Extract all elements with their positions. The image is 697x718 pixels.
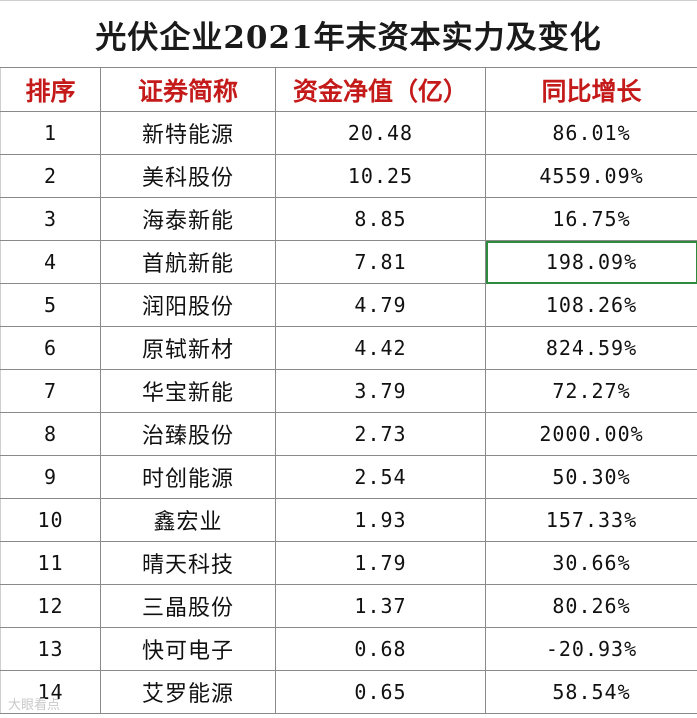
net-assets-cell[interactable]: 4.79 [275,283,486,327]
net-assets-cell[interactable]: 1.79 [275,541,486,585]
yoy-cell[interactable]: 4559.09% [485,154,697,198]
net-assets-cell[interactable]: 8.85 [275,197,486,241]
rank-cell[interactable]: 7 [0,369,101,413]
company-cell[interactable]: 鑫宏业 [100,498,276,542]
company-cell[interactable]: 快可电子 [100,627,276,671]
rank-cell[interactable]: 6 [0,326,101,370]
yoy-cell[interactable]: 157.33% [485,498,697,542]
table-row: 5 润阳股份 4.79 108.26% [0,283,697,327]
yoy-cell[interactable]: 58.54% [485,670,697,714]
net-assets-cell[interactable]: 3.79 [275,369,486,413]
rank-cell[interactable]: 12 [0,584,101,628]
data-table: 排序 证券简称 资金净值（亿） 同比增长 1 新特能源 20.48 86.01% 2 美科… [0,68,697,714]
company-cell[interactable]: 海泰新能 [100,197,276,241]
header-company[interactable]: 证券简称 [100,68,276,112]
company-cell[interactable]: 晴天科技 [100,541,276,585]
rank-cell[interactable]: 13 [0,627,101,671]
yoy-cell[interactable]: -20.93% [485,627,697,671]
table-row: 11 晴天科技 1.79 30.66% [0,541,697,585]
company-cell[interactable]: 新特能源 [100,111,276,155]
net-assets-cell[interactable]: 4.42 [275,326,486,370]
net-assets-cell[interactable]: 1.37 [275,584,486,628]
table-row: 6 原轼新材 4.42 824.59% [0,326,697,370]
net-assets-cell[interactable]: 0.65 [275,670,486,714]
table-row: 2 美科股份 10.25 4559.09% [0,154,697,198]
header-row: 排序 证券简称 资金净值（亿） 同比增长 [0,68,697,112]
table-title[interactable]: 光伏企业2021年末资本实力及变化 [0,0,697,68]
header-net-assets[interactable]: 资金净值（亿） [275,68,486,112]
rank-cell[interactable]: 4 [0,240,101,284]
company-cell[interactable]: 美科股份 [100,154,276,198]
rank-cell[interactable]: 1 [0,111,101,155]
table-row: 13 快可电子 0.68 -20.93% [0,627,697,671]
table-row: 12 三晶股份 1.37 80.26% [0,584,697,628]
yoy-cell[interactable]: 50.30% [485,455,697,499]
table-row: 10 鑫宏业 1.93 157.33% [0,498,697,542]
net-assets-cell[interactable]: 2.73 [275,412,486,456]
rank-cell[interactable]: 3 [0,197,101,241]
company-cell[interactable]: 原轼新材 [100,326,276,370]
company-cell[interactable]: 艾罗能源 [100,670,276,714]
table-row: 8 治臻股份 2.73 2000.00% [0,412,697,456]
yoy-cell[interactable]: 86.01% [485,111,697,155]
yoy-cell[interactable]: 198.09% [485,240,697,284]
table-row: 1 新特能源 20.48 86.01% [0,111,697,155]
yoy-cell[interactable]: 2000.00% [485,412,697,456]
net-assets-cell[interactable]: 2.54 [275,455,486,499]
net-assets-cell[interactable]: 20.48 [275,111,486,155]
yoy-cell[interactable]: 72.27% [485,369,697,413]
rank-cell[interactable]: 2 [0,154,101,198]
net-assets-cell[interactable]: 0.68 [275,627,486,671]
yoy-cell[interactable]: 80.26% [485,584,697,628]
yoy-cell[interactable]: 30.66% [485,541,697,585]
net-assets-cell[interactable]: 10.25 [275,154,486,198]
company-cell[interactable]: 治臻股份 [100,412,276,456]
rank-cell[interactable]: 11 [0,541,101,585]
company-cell[interactable]: 首航新能 [100,240,276,284]
table-row: 3 海泰新能 8.85 16.75% [0,197,697,241]
company-cell[interactable]: 时创能源 [100,455,276,499]
table-row: 4 首航新能 7.81 198.09% [0,240,697,284]
watermark-text: 大眼看点 [8,698,61,713]
table-row: 14 艾罗能源 0.65 58.54% [0,670,697,714]
rank-cell[interactable]: 14 [0,670,101,714]
table-row: 9 时创能源 2.54 50.30% [0,455,697,499]
yoy-cell[interactable]: 16.75% [485,197,697,241]
table-row: 7 华宝新能 3.79 72.27% [0,369,697,413]
rank-cell[interactable]: 5 [0,283,101,327]
header-yoy[interactable]: 同比增长 [485,68,697,112]
header-rank[interactable]: 排序 [0,68,101,112]
company-cell[interactable]: 润阳股份 [100,283,276,327]
net-assets-cell[interactable]: 1.93 [275,498,486,542]
company-cell[interactable]: 华宝新能 [100,369,276,413]
yoy-cell[interactable]: 108.26% [485,283,697,327]
company-cell[interactable]: 三晶股份 [100,584,276,628]
yoy-cell[interactable]: 824.59% [485,326,697,370]
rank-cell[interactable]: 9 [0,455,101,499]
rank-cell[interactable]: 8 [0,412,101,456]
net-assets-cell[interactable]: 7.81 [275,240,486,284]
rank-cell[interactable]: 10 [0,498,101,542]
